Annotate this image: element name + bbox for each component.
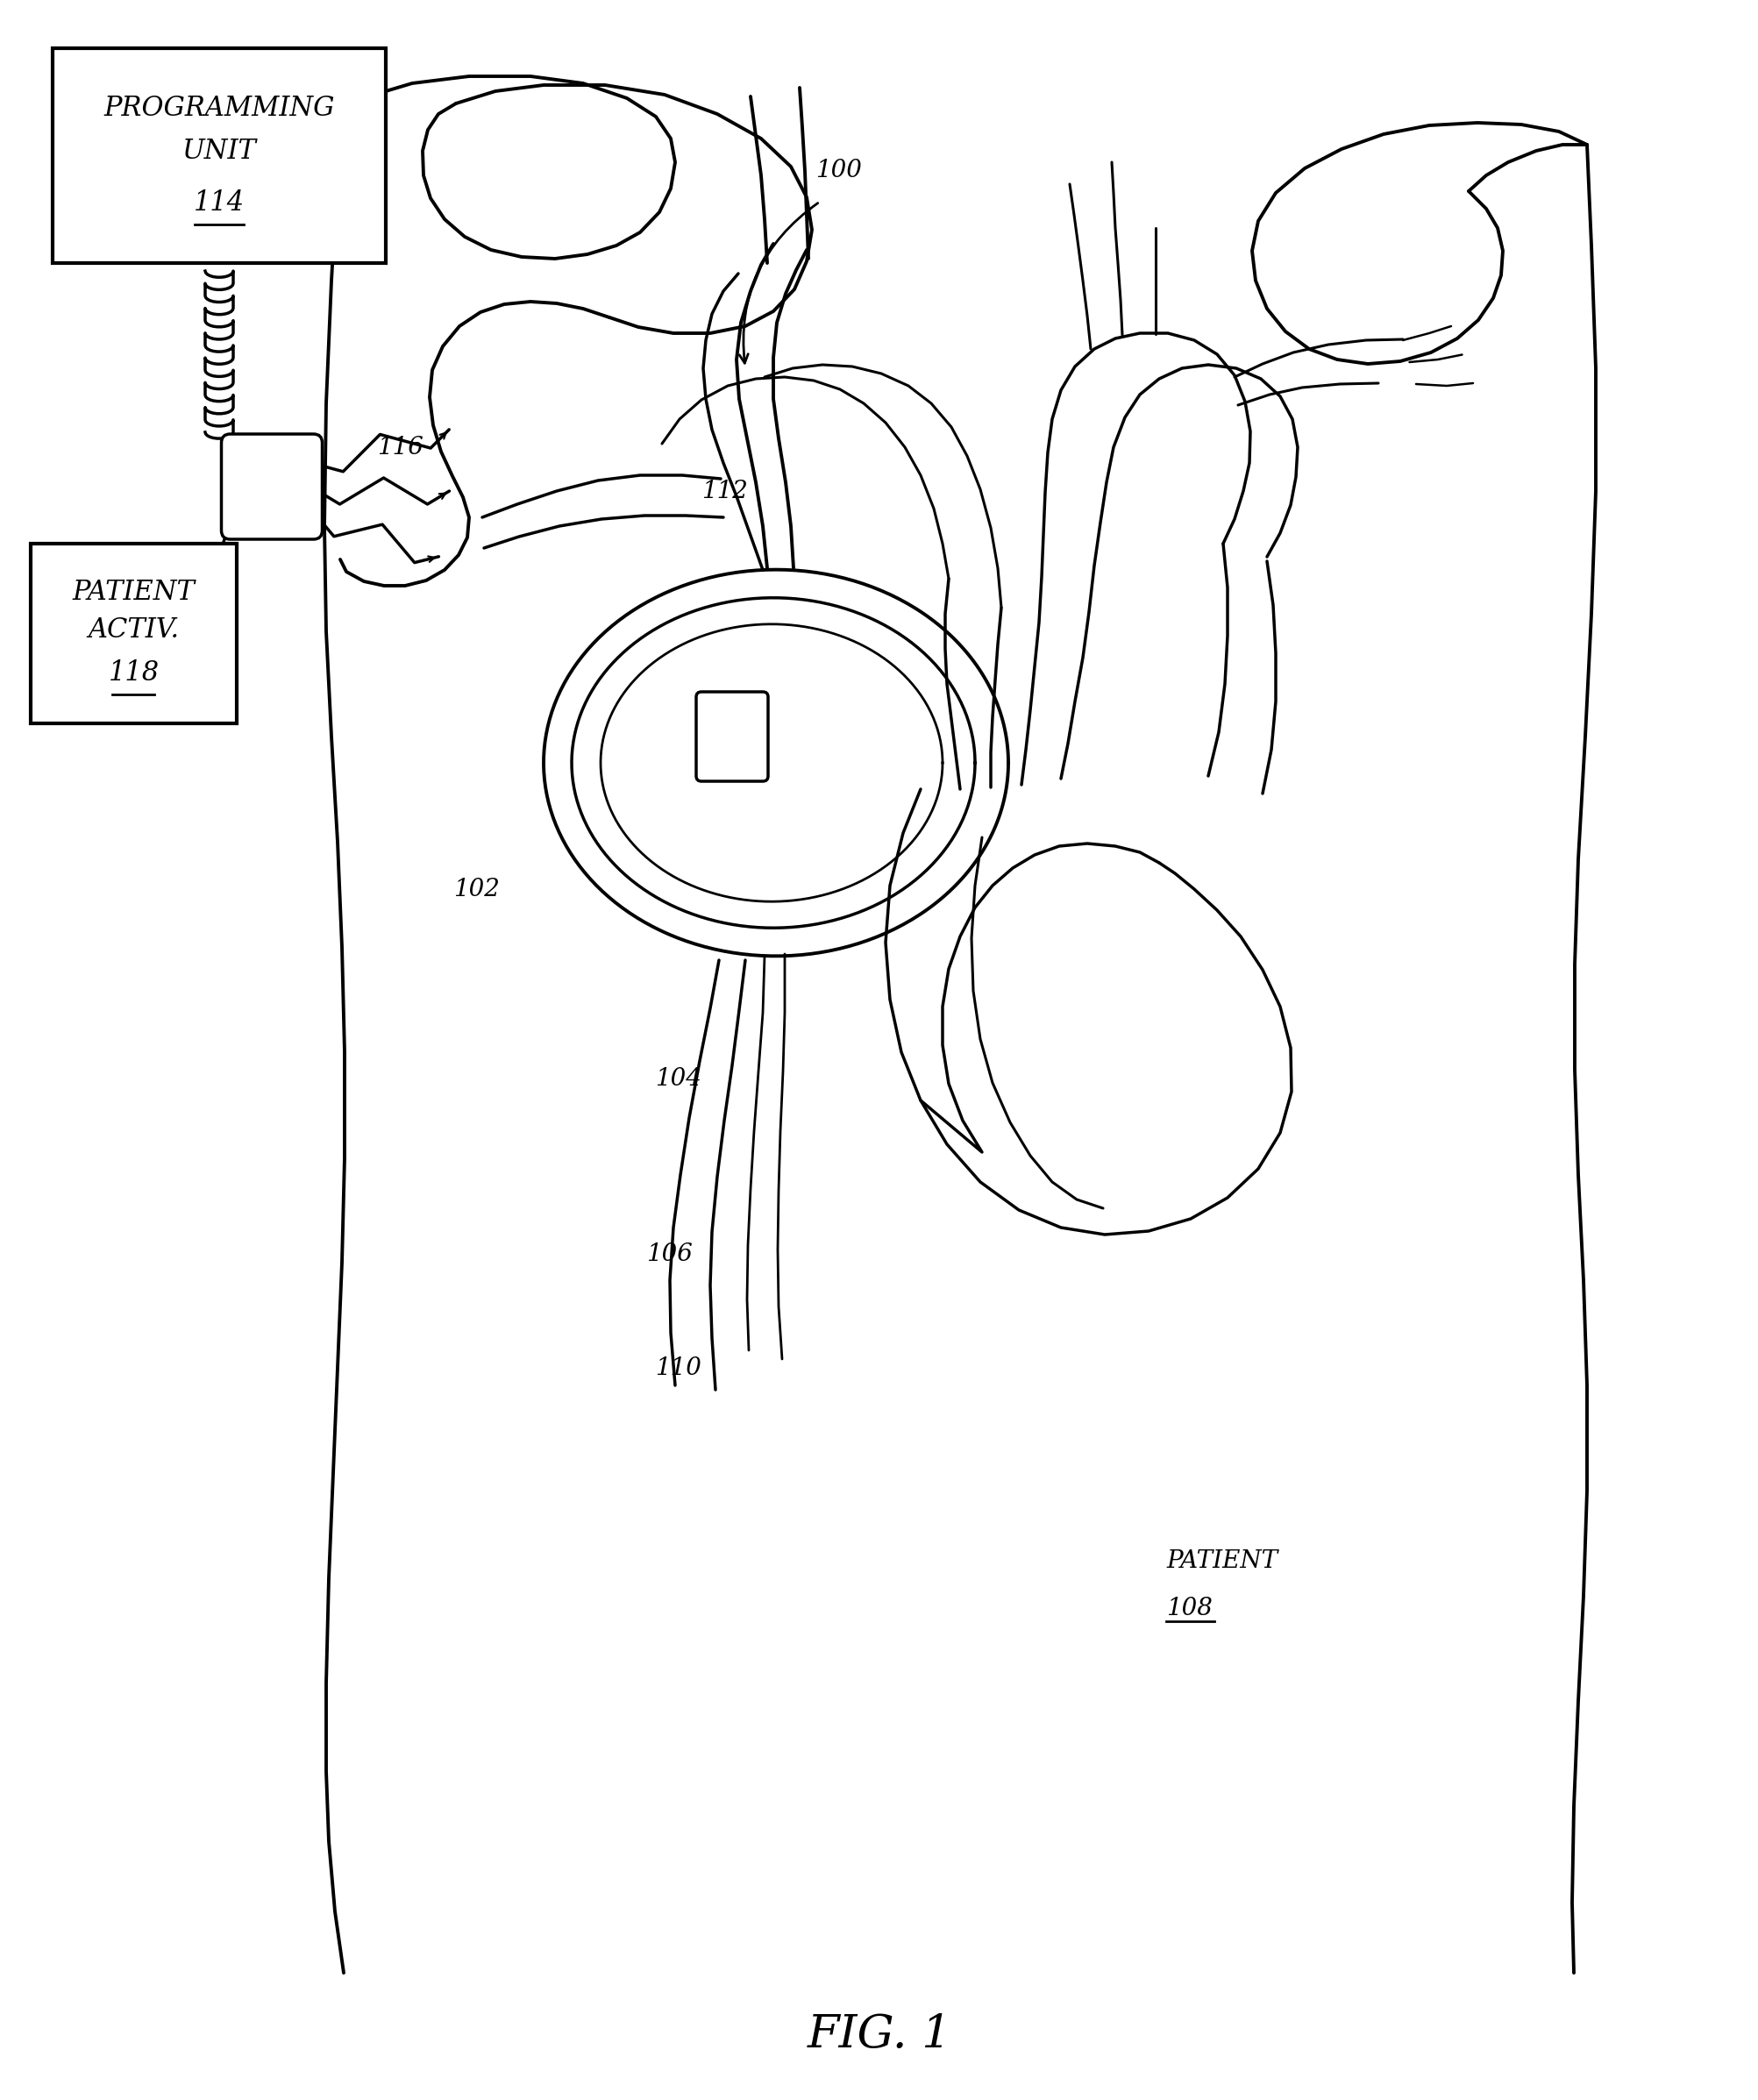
Text: 102: 102 [454,878,499,901]
Text: UNIT: UNIT [183,139,257,166]
Bar [53,48,385,262]
Text: 118: 118 [109,659,160,687]
Text: 116: 116 [376,435,424,460]
Text: 110: 110 [656,1357,701,1380]
FancyBboxPatch shape [222,435,322,540]
Text: ACTIV.: ACTIV. [88,615,179,643]
Text: FIG. 1: FIG. 1 [807,2012,951,2056]
Text: 100: 100 [816,160,861,183]
Text: 108: 108 [1166,1598,1213,1621]
Text: 112: 112 [701,479,747,502]
Bar [30,544,237,722]
Text: PROGRAMMING: PROGRAMMING [104,94,334,122]
Text: PATIENT: PATIENT [72,580,195,605]
FancyBboxPatch shape [696,691,768,781]
Text: 106: 106 [647,1241,693,1266]
Text: 114: 114 [193,189,244,216]
Text: PATIENT: PATIENT [1166,1550,1278,1573]
Text: 104: 104 [656,1067,701,1090]
